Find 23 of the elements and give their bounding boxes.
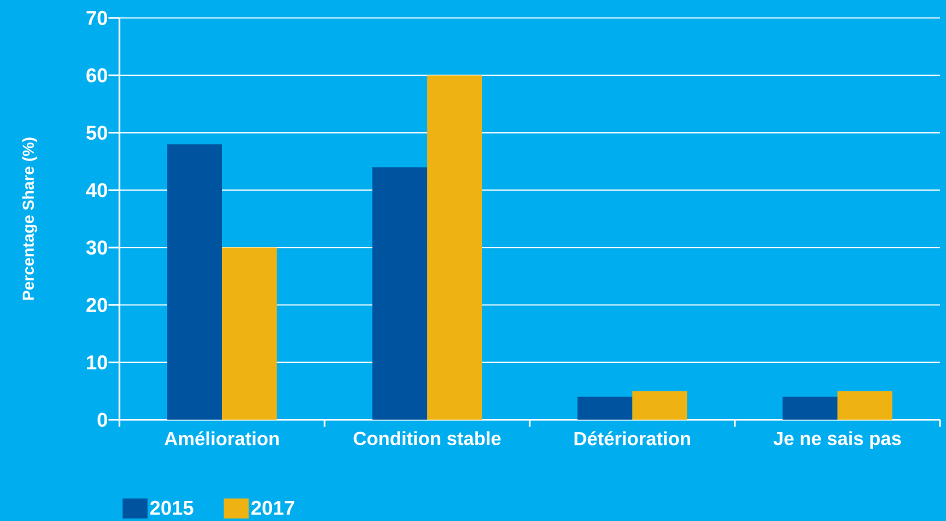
x-tick-label: Amélioration [164, 431, 279, 446]
y-tick-label: 60 [86, 68, 108, 82]
bar [427, 75, 482, 420]
bar [632, 390, 688, 420]
legend-label: 2017 [251, 500, 294, 515]
y-tick-label: 30 [86, 240, 108, 254]
y-axis-title: Percentage Share (%) [22, 137, 38, 300]
x-tick-label: Condition stable [354, 431, 501, 445]
x-tick-label: Je ne sais pas [773, 431, 901, 449]
bar [222, 247, 277, 420]
y-tick-label: 40 [86, 182, 108, 197]
bar [837, 390, 892, 420]
bar [782, 396, 838, 420]
y-tick-label: 50 [86, 125, 108, 140]
x-tick-label: Détérioration [574, 431, 690, 446]
y-tick-label: 0 [98, 412, 108, 427]
legend-label: 2015 [150, 500, 194, 515]
y-tick-label: 10 [87, 355, 108, 370]
y-tick-label: 70 [86, 10, 108, 25]
y-tick-label: 20 [86, 298, 108, 312]
bar [372, 166, 428, 420]
bar [167, 144, 222, 420]
bar [577, 396, 632, 420]
